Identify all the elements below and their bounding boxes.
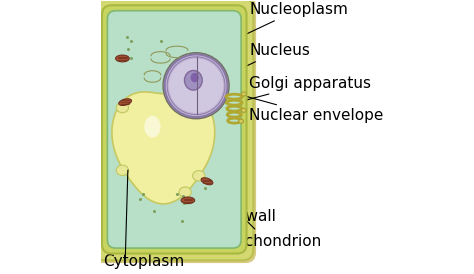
Ellipse shape bbox=[179, 187, 191, 197]
PathPatch shape bbox=[112, 92, 215, 204]
Ellipse shape bbox=[201, 178, 213, 185]
Text: Cell wall: Cell wall bbox=[188, 209, 276, 241]
Text: Mitochondrion: Mitochondrion bbox=[209, 183, 322, 249]
Ellipse shape bbox=[181, 197, 195, 204]
Ellipse shape bbox=[241, 108, 246, 112]
Text: Nucleoplasm: Nucleoplasm bbox=[200, 2, 348, 56]
Ellipse shape bbox=[184, 70, 202, 90]
Text: Nucleus: Nucleus bbox=[225, 43, 310, 76]
FancyBboxPatch shape bbox=[102, 5, 246, 253]
Ellipse shape bbox=[241, 92, 246, 96]
Text: Nuclear envelope: Nuclear envelope bbox=[230, 92, 383, 123]
Ellipse shape bbox=[191, 73, 199, 82]
FancyBboxPatch shape bbox=[95, 0, 254, 260]
Ellipse shape bbox=[119, 99, 131, 105]
Ellipse shape bbox=[167, 57, 225, 115]
Ellipse shape bbox=[238, 119, 244, 123]
PathPatch shape bbox=[90, 53, 98, 143]
Ellipse shape bbox=[116, 165, 128, 176]
FancyBboxPatch shape bbox=[92, 88, 108, 106]
FancyBboxPatch shape bbox=[95, 0, 254, 260]
Text: Golgi apparatus: Golgi apparatus bbox=[241, 76, 371, 101]
Ellipse shape bbox=[164, 54, 228, 117]
Ellipse shape bbox=[116, 102, 128, 113]
Text: Cytoplasm: Cytoplasm bbox=[103, 253, 184, 269]
FancyBboxPatch shape bbox=[92, 0, 256, 263]
Ellipse shape bbox=[116, 55, 129, 62]
Ellipse shape bbox=[144, 116, 161, 138]
FancyBboxPatch shape bbox=[92, 142, 108, 160]
Ellipse shape bbox=[169, 58, 223, 113]
FancyBboxPatch shape bbox=[108, 11, 241, 248]
Ellipse shape bbox=[192, 171, 205, 181]
Ellipse shape bbox=[163, 53, 229, 119]
